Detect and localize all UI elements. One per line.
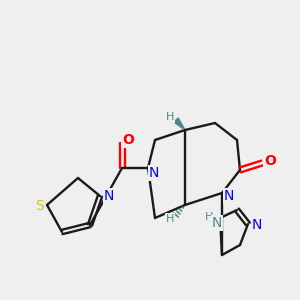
Text: N: N — [224, 189, 234, 203]
Text: H: H — [205, 212, 213, 222]
Text: N: N — [252, 218, 262, 232]
Text: N: N — [149, 166, 159, 180]
Text: N: N — [104, 189, 114, 203]
Polygon shape — [174, 118, 185, 130]
Text: O: O — [122, 133, 134, 147]
Text: H: H — [166, 214, 174, 224]
Text: S: S — [34, 199, 43, 213]
Text: O: O — [264, 154, 276, 168]
Text: H: H — [166, 112, 174, 122]
Text: N: N — [212, 216, 222, 230]
